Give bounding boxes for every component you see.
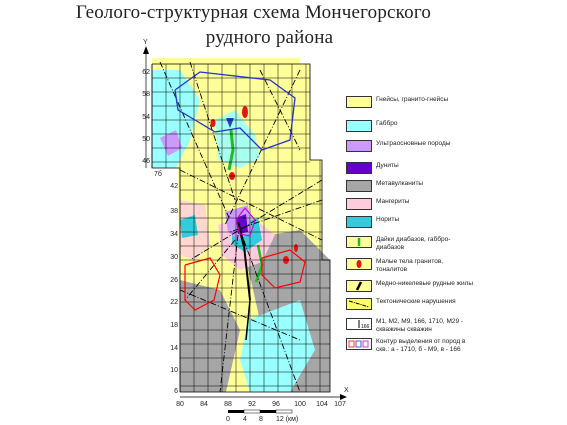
map-base-units xyxy=(152,58,330,392)
contour-blue xyxy=(174,71,296,151)
granite-body-5 xyxy=(294,244,298,252)
x-tick-label: 88 xyxy=(224,401,232,408)
x-tick-labels: 80 84 88 92 96 100 104 107 xyxy=(176,401,346,408)
granite-body-1 xyxy=(242,106,248,118)
y-tick-label: 46 xyxy=(142,158,150,165)
y-axis-letter: Y xyxy=(143,39,148,46)
map-title-line2: рудного района xyxy=(205,27,334,48)
scale-tick-label: 0 xyxy=(226,416,230,423)
y-tick-label: 54 xyxy=(142,114,150,121)
legend-swatch xyxy=(346,216,372,228)
gabbro-upper-right xyxy=(215,110,260,168)
y-tick-label: 26 xyxy=(170,277,178,284)
legend-swatch xyxy=(346,120,372,132)
ore-vein-3 xyxy=(245,299,251,341)
legend-swatch xyxy=(346,162,372,174)
x-tick-label: 92 xyxy=(248,401,256,408)
legend-label: Мангериты xyxy=(376,198,410,205)
legend-label: Медно-никелевые рудные жилы xyxy=(376,280,474,287)
ultramafic-field-2 xyxy=(160,130,182,156)
legend-swatch xyxy=(346,140,372,152)
scale-bar: 0 4 8 12 (км) xyxy=(226,409,298,423)
granite-body-2 xyxy=(210,119,216,127)
legend-label: Гнейсы, гранито-гнейсы xyxy=(376,96,449,103)
scale-tick-label: 12 (км) xyxy=(276,416,298,423)
x-tick-label: 107 xyxy=(334,401,346,408)
y-tick-label: 18 xyxy=(170,322,178,329)
legend-swatch xyxy=(346,198,372,210)
x-tick-label: 104 xyxy=(316,401,328,408)
legend-swatch xyxy=(346,298,372,310)
dike-green-1 xyxy=(227,129,235,171)
legend-label: Малые тела гранитов, тоналитов xyxy=(376,258,444,273)
legend-label: Нориты xyxy=(376,216,400,223)
x-tick-label: 100 xyxy=(294,401,306,408)
y-tick-label: 58 xyxy=(142,91,150,98)
legend-swatch xyxy=(346,96,372,108)
x-axis-arrowhead xyxy=(340,394,347,400)
y-tick-labels: 62 58 54 50 46 42 38 34 30 26 22 18 14 1… xyxy=(142,69,178,395)
x-tick-label: 84 xyxy=(200,401,208,408)
y-tick-label: 62 xyxy=(142,69,150,76)
legend-label: Дуниты xyxy=(376,162,399,169)
ore-vein-2 xyxy=(243,245,251,301)
y-tick-label: 10 xyxy=(170,367,178,374)
x-tick-label: 96 xyxy=(272,401,280,408)
legend-label: M1, M2, M9, 166, 1710, M29 - скважины ск… xyxy=(376,318,464,333)
contour-red-1 xyxy=(184,257,221,311)
y-tick-label: 50 xyxy=(142,136,150,143)
contour-red-3 xyxy=(235,207,256,237)
blue-marker xyxy=(226,118,234,128)
legend-swatch xyxy=(346,338,372,350)
x-axis-letter: X xyxy=(344,387,349,394)
y-tick-label: 14 xyxy=(170,345,178,352)
legend-label: Дайки диабазов, габбро-диабазов xyxy=(376,236,451,251)
y-tick-label: 22 xyxy=(170,299,178,306)
tectonic-faults xyxy=(159,61,323,393)
y-tick-label: 38 xyxy=(170,208,178,215)
scale-tick-label: 4 xyxy=(243,416,247,423)
y-tick-label: 34 xyxy=(170,231,178,238)
legend-swatch xyxy=(346,236,372,248)
legend-label: Тектонические нарушения xyxy=(376,298,456,305)
x-tick-label: 80 xyxy=(176,401,184,408)
y-axis-arrowhead xyxy=(143,46,149,54)
legend-swatch xyxy=(346,180,372,192)
legend-label: Метавулканиты xyxy=(376,180,424,187)
y-tick-label: 6 xyxy=(174,388,178,395)
metavolcanic-lower-left xyxy=(180,280,240,392)
contour-red-2 xyxy=(261,249,306,289)
y-tick-label: 42 xyxy=(170,183,178,190)
legend-label: Контур выделения от пород в скв.: а - 17… xyxy=(376,338,466,353)
svg-text:166: 166 xyxy=(361,324,370,329)
legend-swatch xyxy=(346,280,372,292)
legend-label: Ультраосновные породы xyxy=(376,140,451,147)
map-title-line1: Геолого-структурная схема Мончегорского xyxy=(75,2,432,23)
scale-tick-label: 8 xyxy=(259,416,263,423)
legend-label: Габбро xyxy=(376,120,398,127)
legend-swatch: 166 xyxy=(346,318,372,330)
y-tick-label: 30 xyxy=(170,254,178,261)
legend-swatch xyxy=(346,258,372,270)
map-frame xyxy=(151,63,331,393)
side-label: 7б xyxy=(154,170,162,178)
